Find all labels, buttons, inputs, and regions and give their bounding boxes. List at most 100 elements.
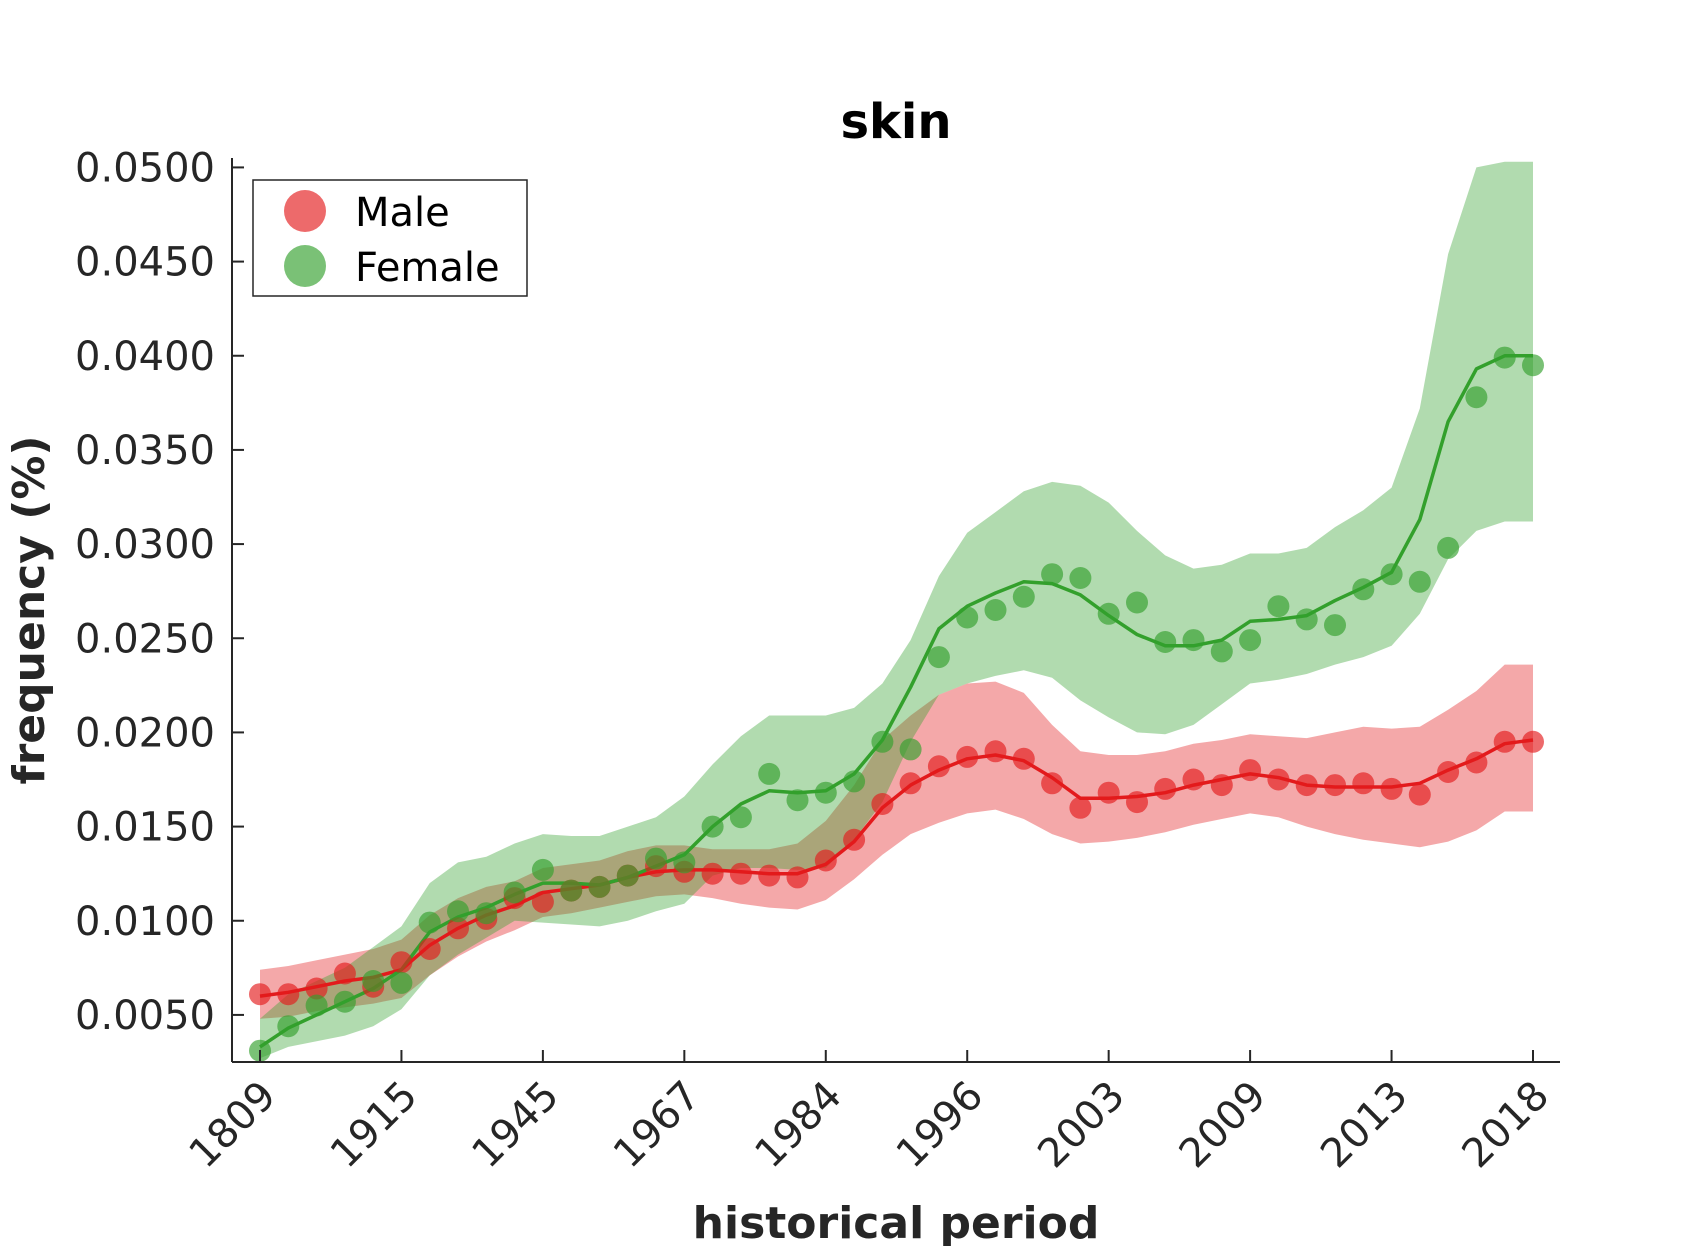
point-female — [843, 770, 866, 793]
point-female — [560, 879, 583, 902]
point-female — [956, 606, 979, 629]
point-female — [1295, 608, 1318, 631]
point-male — [927, 755, 950, 778]
point-female — [786, 789, 809, 812]
point-male — [1239, 759, 1262, 782]
point-female — [1493, 346, 1516, 369]
point-female — [588, 875, 611, 898]
point-female — [701, 815, 724, 838]
point-male — [1041, 772, 1064, 795]
point-male — [418, 938, 441, 960]
point-male — [1465, 751, 1488, 774]
point-female — [1239, 629, 1262, 652]
point-female — [899, 738, 922, 761]
point-female — [531, 858, 554, 881]
chart-title: skin — [840, 94, 951, 150]
point-male — [277, 983, 300, 1006]
point-female — [1522, 354, 1544, 377]
point-female — [871, 730, 894, 753]
point-female — [1210, 640, 1233, 663]
point-female — [418, 911, 441, 934]
y-tick-label: 0.0200 — [75, 710, 215, 756]
point-male — [1437, 761, 1460, 783]
point-female — [616, 864, 639, 887]
x-tick-label: 1809 — [181, 1073, 286, 1178]
point-female — [1437, 536, 1460, 559]
y-tick-label: 0.0400 — [75, 334, 215, 380]
point-male — [531, 890, 554, 913]
point-female — [673, 851, 696, 874]
point-female — [1267, 595, 1290, 618]
point-female — [475, 902, 498, 925]
y-tick-label: 0.0300 — [75, 522, 215, 568]
data-points — [249, 346, 1544, 1062]
point-female — [729, 806, 752, 829]
point-male — [1522, 730, 1544, 753]
y-axis-label: frequency (%) — [4, 435, 55, 784]
point-female — [362, 970, 385, 992]
point-female — [1041, 563, 1064, 586]
point-female — [1097, 602, 1120, 625]
x-axis-label: historical period — [693, 1198, 1100, 1246]
band-male — [260, 664, 1533, 1019]
y-tick-label: 0.0250 — [75, 616, 215, 662]
point-female — [390, 971, 413, 994]
x-tick-label: 2009 — [1171, 1073, 1276, 1178]
x-tick-label: 2013 — [1312, 1073, 1417, 1178]
point-male — [1408, 783, 1431, 806]
point-male — [871, 793, 894, 815]
x-tick-label: 1945 — [463, 1073, 568, 1178]
x-tick-label: 2018 — [1454, 1073, 1559, 1178]
point-male — [1069, 796, 1092, 819]
point-male — [786, 866, 809, 889]
point-female — [305, 994, 328, 1017]
point-female — [1182, 629, 1205, 652]
point-male — [1210, 774, 1233, 797]
y-tick-label: 0.0500 — [75, 145, 215, 191]
x-ticks: 1809 1915 1945 1967 1984 1996 2003 2009 2013 2018 — [181, 1050, 1559, 1178]
point-male — [1295, 774, 1318, 797]
point-female — [1465, 386, 1488, 409]
point-male — [249, 983, 271, 1006]
point-male — [447, 917, 469, 940]
point-male — [1267, 768, 1290, 791]
line-male — [259, 738, 1534, 998]
series-lines — [259, 354, 1534, 1049]
point-female — [333, 990, 356, 1013]
point-male — [701, 862, 724, 885]
point-male — [984, 740, 1007, 763]
point-female — [1126, 591, 1148, 614]
point-female — [645, 847, 667, 870]
point-male — [1154, 777, 1177, 800]
point-female — [1324, 614, 1346, 637]
y-tick-label: 0.0450 — [75, 240, 215, 286]
point-male — [1380, 777, 1403, 800]
point-female — [447, 900, 469, 923]
point-male — [1126, 791, 1148, 814]
legend: Male Female — [252, 179, 528, 297]
point-female — [1012, 585, 1035, 608]
point-female — [758, 762, 781, 785]
y-tick-label: 0.0050 — [75, 993, 215, 1039]
point-male — [899, 772, 922, 795]
point-female — [1069, 567, 1092, 589]
point-male — [333, 962, 356, 985]
point-male — [1324, 774, 1346, 797]
x-tick-label: 1996 — [888, 1073, 993, 1178]
point-male — [1352, 772, 1375, 795]
point-male — [1182, 768, 1205, 791]
y-tick-label: 0.0100 — [75, 899, 215, 945]
legend-marker-female — [284, 245, 326, 287]
x-tick-label: 1967 — [605, 1073, 710, 1178]
point-female — [1352, 578, 1375, 601]
y-ticks: 0.0050 0.0100 0.0150 0.0200 0.0250 0.0300 0.03… — [75, 145, 244, 1039]
legend-label-male: Male — [355, 190, 450, 236]
y-tick-label: 0.0350 — [75, 428, 215, 474]
point-male — [1493, 730, 1516, 753]
point-female — [814, 781, 837, 804]
point-male — [390, 951, 413, 974]
x-tick-label: 1984 — [746, 1073, 851, 1178]
point-male — [956, 745, 979, 768]
point-male — [843, 828, 866, 851]
